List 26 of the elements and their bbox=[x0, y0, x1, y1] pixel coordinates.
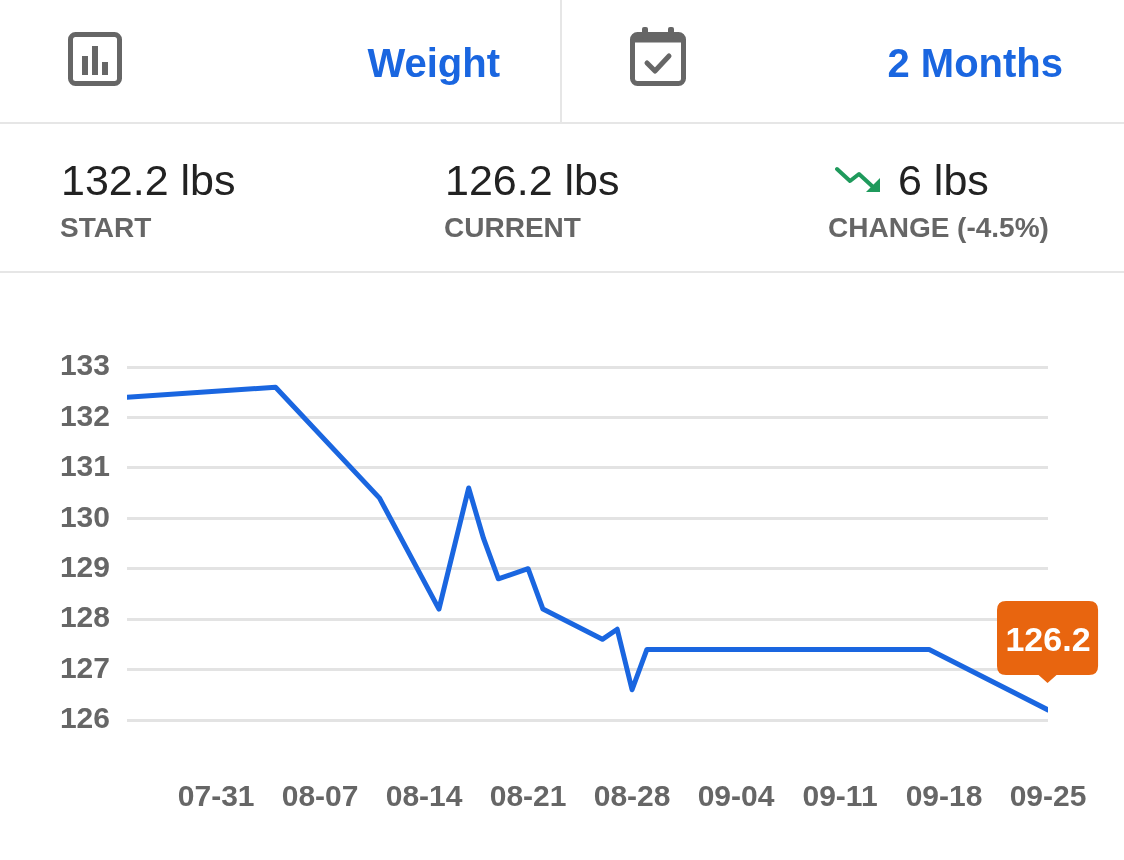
chart-title: Weight bbox=[367, 41, 500, 85]
y-tick-label: 129 bbox=[59, 549, 110, 583]
y-tick-label: 128 bbox=[59, 600, 110, 634]
y-tick-label: 131 bbox=[59, 449, 110, 483]
text: START bbox=[60, 212, 152, 243]
chart-subtitle: 2 Months bbox=[887, 41, 1063, 85]
x-tick-label: 09-18 bbox=[905, 779, 983, 813]
text: 126.2 lbs bbox=[445, 156, 620, 204]
text: 6 lbs bbox=[898, 156, 989, 204]
text: CURRENT bbox=[444, 212, 581, 243]
x-tick-label: 08-07 bbox=[281, 779, 359, 813]
x-tick-label: 07-31 bbox=[177, 779, 255, 813]
data-label: 126.2 bbox=[1005, 619, 1091, 658]
y-tick-label: 132 bbox=[59, 398, 110, 432]
y-tick-label: 130 bbox=[59, 499, 110, 533]
x-tick-label: 08-14 bbox=[385, 779, 463, 813]
x-tick-label: 09-25 bbox=[1009, 779, 1087, 813]
x-tick-label: 08-28 bbox=[593, 779, 671, 813]
x-tick-label: 09-04 bbox=[697, 779, 775, 813]
x-tick-label: 08-21 bbox=[489, 779, 567, 813]
y-tick-label: 127 bbox=[59, 650, 110, 684]
y-tick-label: 126 bbox=[59, 701, 110, 735]
x-tick-label: 09-11 bbox=[802, 779, 878, 813]
y-tick-label: 133 bbox=[59, 348, 110, 382]
text: CHANGE (-4.5%) bbox=[828, 212, 1049, 243]
text: 132.2 lbs bbox=[61, 156, 236, 204]
